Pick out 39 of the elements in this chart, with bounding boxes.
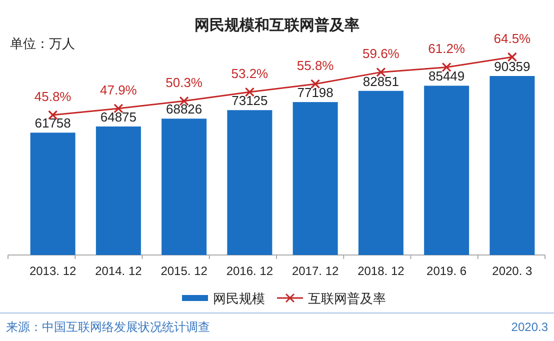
x-tick-label: 2015. 12 (160, 264, 208, 278)
data-label: 61758 (34, 116, 71, 131)
data-label: 64.5% (494, 31, 532, 46)
data-label: 85449 (428, 68, 465, 84)
x-tick-label: 2018. 12 (358, 264, 405, 278)
data-label: 53.2% (231, 66, 269, 82)
bar (490, 76, 535, 255)
data-label: 55.8% (296, 58, 334, 73)
bar (424, 86, 470, 255)
data-label: 64875 (100, 109, 137, 124)
legend-label: 互联网普及率 (308, 291, 386, 306)
data-label: 61.2% (428, 41, 466, 56)
data-label: 50.3% (166, 75, 203, 90)
data-label: 82851 (362, 74, 400, 89)
data-label: 47.9% (100, 82, 138, 98)
bar (358, 90, 404, 255)
point (376, 67, 386, 77)
x-tick-label: 2020. 3 (492, 264, 533, 278)
bar (30, 132, 76, 255)
data-label: 90359 (494, 59, 530, 74)
x-tick-label: 2019. 6 (426, 264, 467, 278)
data-label: 59.6% (362, 46, 400, 62)
data-label: 73125 (232, 93, 268, 108)
bar (292, 102, 338, 255)
legend-label: 网民规模 (213, 291, 265, 306)
bar (162, 118, 207, 255)
bar (96, 126, 141, 255)
data-label: 45.8% (34, 89, 72, 104)
data-label: 77198 (297, 85, 334, 100)
x-tick-label: 2014. 12 (95, 264, 142, 278)
x-tick-label: 2017. 12 (292, 264, 339, 278)
data-label: 68826 (166, 102, 202, 117)
chart-title: 网民规模和互联网普及率 (194, 16, 360, 34)
text: 2020.3 (511, 320, 548, 334)
x-tick-label: 2016. 12 (226, 264, 274, 278)
source-note: 来源：中国互联网络发展状况统计调查 (6, 320, 210, 334)
text: 单位：万人 (10, 36, 75, 51)
bar (227, 110, 272, 255)
x-tick-label: 2013. 12 (29, 264, 76, 278)
